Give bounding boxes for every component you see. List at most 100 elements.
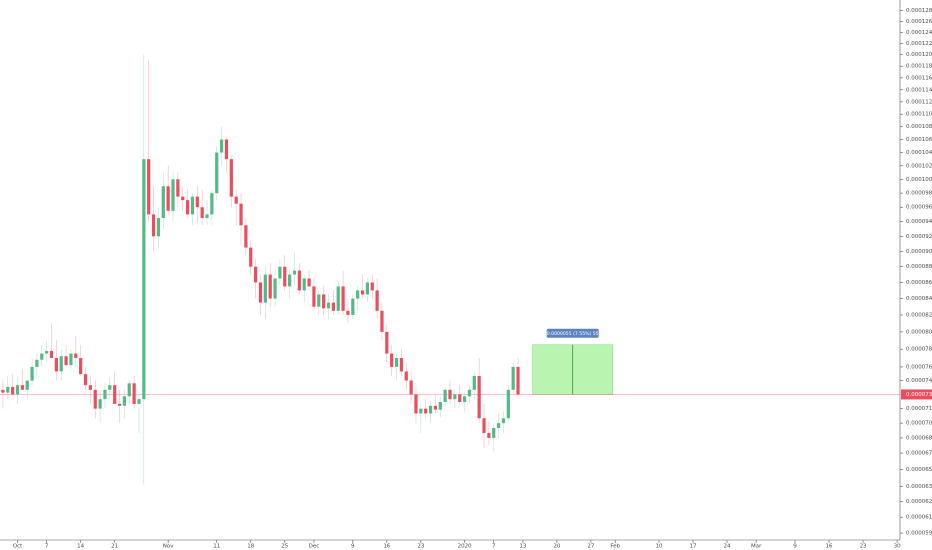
candle-body bbox=[312, 286, 316, 307]
x-tick-label: Mar bbox=[751, 544, 762, 550]
candle-body bbox=[477, 375, 481, 419]
x-tick-label: 10 bbox=[655, 544, 662, 550]
candle-body bbox=[244, 225, 248, 248]
candle-body bbox=[254, 266, 258, 283]
x-tick-label: Dec bbox=[309, 544, 320, 550]
candle-body bbox=[176, 179, 180, 197]
candle-body bbox=[317, 294, 321, 307]
candle-body bbox=[79, 357, 83, 375]
candle-body bbox=[20, 385, 24, 390]
candle-body bbox=[151, 214, 156, 237]
last-price-tag bbox=[901, 389, 932, 400]
candle-body bbox=[307, 278, 311, 287]
candle-body bbox=[390, 353, 394, 367]
x-tick-label: 9 bbox=[793, 544, 797, 550]
candle-body bbox=[108, 385, 112, 390]
candle-body bbox=[283, 266, 287, 287]
candle-body bbox=[205, 214, 209, 219]
candle-body bbox=[443, 389, 447, 402]
x-tick-label: 16 bbox=[826, 544, 833, 550]
y-tick-label: 0.0000715 bbox=[906, 406, 932, 412]
candle-body bbox=[103, 389, 107, 400]
candle-body bbox=[322, 294, 326, 309]
candle-body bbox=[200, 207, 204, 219]
candle-body bbox=[394, 357, 399, 367]
candle-body bbox=[346, 310, 350, 315]
candle-body bbox=[249, 247, 253, 267]
candle-body bbox=[113, 385, 117, 404]
candle-body bbox=[356, 290, 360, 299]
y-tick-label: 0.0000654 bbox=[906, 467, 932, 473]
candle-body bbox=[93, 389, 97, 409]
candle-body bbox=[147, 159, 151, 215]
candle-body bbox=[433, 405, 438, 410]
x-tick-label: 20 bbox=[553, 544, 560, 550]
candle-body bbox=[370, 282, 374, 291]
candle-body bbox=[137, 399, 141, 404]
y-tick-label: 0.0000624 bbox=[906, 499, 932, 505]
candle-body bbox=[15, 385, 20, 395]
x-tick-label: 27 bbox=[587, 544, 594, 550]
x-tick-label: 17 bbox=[689, 544, 696, 550]
candle-body bbox=[492, 428, 496, 438]
candle-body bbox=[195, 196, 199, 208]
candle-body bbox=[458, 394, 462, 402]
candle-body bbox=[385, 331, 389, 354]
x-tick-label: 16 bbox=[383, 544, 390, 550]
x-tick-label: 23 bbox=[860, 544, 867, 550]
candle-body bbox=[472, 375, 476, 390]
candle-body bbox=[219, 139, 224, 153]
candle-body bbox=[40, 353, 44, 360]
candle-body bbox=[156, 218, 161, 237]
candle-body bbox=[11, 387, 15, 395]
x-tick-label: 13 bbox=[519, 544, 526, 550]
y-tick-label: 0.0000638 bbox=[906, 484, 932, 490]
candle-body bbox=[45, 350, 49, 354]
candle-body bbox=[258, 282, 263, 303]
candle-body bbox=[49, 350, 54, 358]
x-tick-label: 23 bbox=[417, 544, 424, 550]
candle-body bbox=[185, 200, 190, 215]
y-tick-label: 0.0000685 bbox=[906, 435, 932, 441]
candle-body bbox=[297, 270, 301, 291]
candle-body bbox=[501, 418, 506, 424]
candle-body bbox=[161, 186, 165, 219]
candle-body bbox=[375, 290, 379, 311]
candle-body bbox=[511, 366, 515, 390]
y-tick-label: 0.0000745 bbox=[906, 378, 932, 384]
candle-body bbox=[166, 186, 170, 211]
candle-body bbox=[190, 196, 195, 215]
candle-body bbox=[69, 353, 73, 366]
candle-body bbox=[234, 196, 238, 204]
projection-label: 0.0000055 (7.55%) 55 bbox=[547, 331, 599, 337]
candle-body bbox=[506, 389, 510, 419]
candle-body bbox=[326, 302, 331, 309]
x-tick-label: 7 bbox=[45, 544, 49, 550]
candle-body bbox=[122, 396, 127, 406]
candle-body bbox=[496, 423, 501, 429]
candle-body bbox=[278, 266, 282, 279]
candle-body bbox=[132, 383, 136, 404]
candle-body bbox=[117, 403, 122, 406]
x-tick-label: Feb bbox=[610, 544, 620, 550]
x-tick-label: 9 bbox=[351, 544, 355, 550]
